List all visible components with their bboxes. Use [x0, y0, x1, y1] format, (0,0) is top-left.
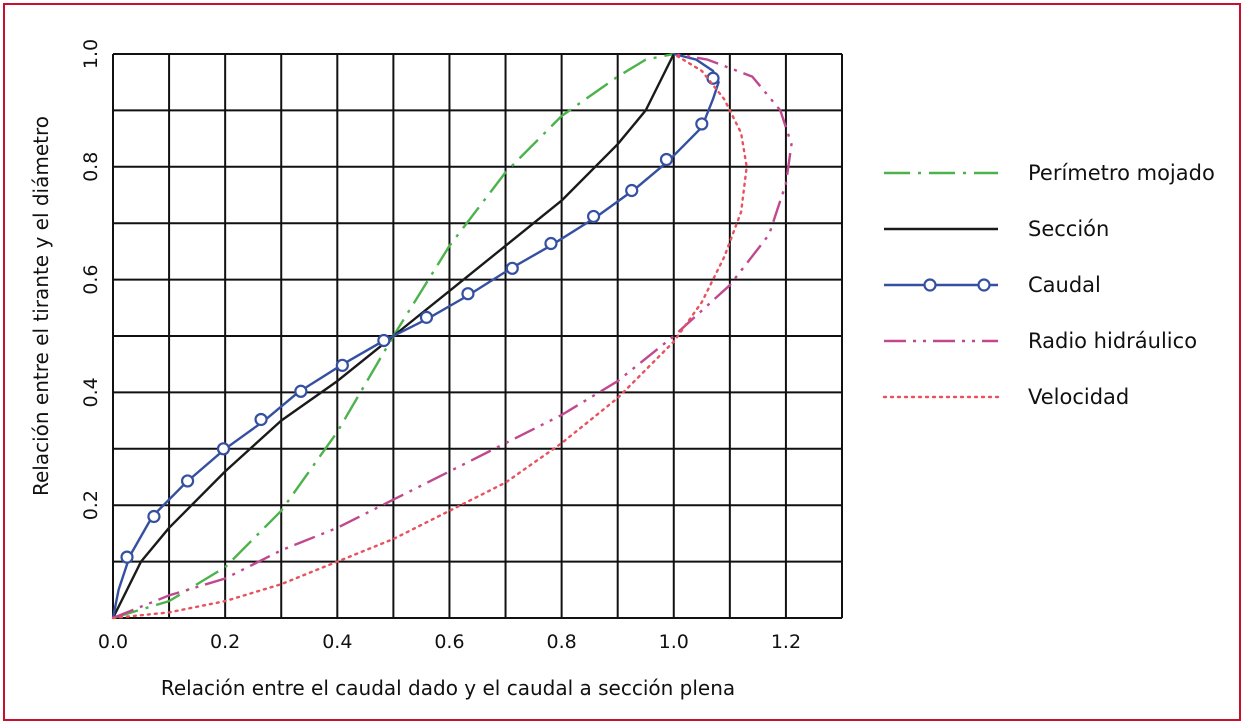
caudal-marker [335, 358, 349, 372]
caudal-marker [695, 117, 709, 131]
legend-label: Sección [1028, 217, 1109, 241]
caudal-marker [659, 152, 674, 167]
legend-marker [977, 278, 991, 292]
series-line [112, 52, 675, 620]
y-axis-title: Relación entre el tirante y el diámetro [29, 116, 53, 496]
tick-labels: 0.0 0.2 0.4 0.6 0.8 1.0 1.2 0.2 0.4 0.6 0.8 1.0 [80, 39, 801, 653]
x-tick-label: 0.2 [210, 631, 240, 653]
y-tick-label: 0.4 [80, 377, 102, 407]
chart-frame [3, 3, 1241, 721]
caudal-marker [180, 474, 195, 488]
caudal-marker [544, 236, 558, 251]
series-line [111, 52, 748, 620]
x-tick-label: 0.4 [322, 631, 352, 653]
x-tick-label: 1.2 [771, 631, 801, 653]
y-tick-label: 0.6 [80, 264, 102, 294]
y-tick-label: 1.0 [80, 39, 102, 69]
caudal-marker [461, 287, 475, 301]
caudal-marker [586, 209, 601, 224]
caudal-marker [419, 310, 434, 324]
x-tick-label: 0.8 [547, 631, 577, 653]
legend: Perímetro mojado Sección Caudal Radio hidrá… [882, 161, 1215, 409]
y-tick-label: 0.8 [80, 152, 102, 182]
caudal-marker [377, 333, 391, 348]
caudal-marker [254, 412, 268, 427]
legend-label: Perímetro mojado [1028, 161, 1215, 185]
caudal-marker [120, 550, 134, 564]
caudal-marker [294, 384, 308, 398]
grid [112, 53, 843, 619]
caudal-marker [625, 183, 639, 198]
series-lines [111, 52, 793, 620]
caudal-marker [147, 509, 161, 524]
caudal-marker [216, 442, 231, 456]
caudal-marker [505, 261, 519, 275]
legend-marker [923, 278, 937, 292]
series-line [112, 52, 793, 620]
x-tick-label: 1.0 [659, 631, 689, 653]
legend-label: Caudal [1028, 273, 1101, 297]
legend-label: Velocidad [1028, 385, 1129, 409]
legend-label: Radio hidráulico [1028, 329, 1197, 353]
x-tick-label: 0.0 [98, 631, 128, 653]
y-tick-label: 0.2 [80, 490, 102, 520]
x-tick-label: 0.6 [434, 631, 464, 653]
x-axis-title: Relación entre el caudal dado y el cauda… [161, 676, 735, 700]
